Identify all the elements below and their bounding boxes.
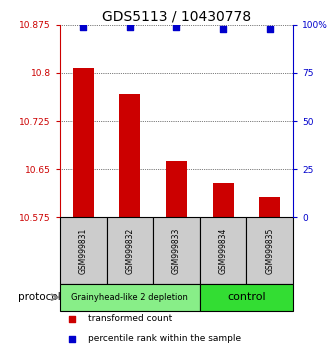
Point: [81, 24, 86, 29]
Bar: [246, 217, 293, 284]
Text: transformed count: transformed count: [88, 314, 172, 323]
Text: Grainyhead-like 2 depletion: Grainyhead-like 2 depletion: [72, 293, 188, 302]
Text: protocol: protocol: [18, 292, 61, 302]
Text: control: control: [227, 292, 266, 302]
Bar: [60, 284, 200, 311]
Bar: [200, 284, 293, 311]
Point: [267, 26, 272, 32]
Text: GSM999831: GSM999831: [79, 228, 88, 274]
Point: [220, 26, 226, 32]
Bar: [259, 197, 280, 217]
Bar: [60, 217, 107, 284]
Bar: [119, 93, 141, 217]
Bar: [212, 183, 234, 217]
Text: percentile rank within the sample: percentile rank within the sample: [88, 335, 241, 343]
Point: [69, 316, 74, 321]
Point: [174, 24, 179, 29]
Text: GSM999832: GSM999832: [125, 228, 135, 274]
Title: GDS5113 / 10430778: GDS5113 / 10430778: [102, 10, 251, 24]
Bar: [73, 68, 94, 217]
Point: [127, 24, 133, 29]
Bar: [153, 217, 200, 284]
Text: GSM999833: GSM999833: [172, 227, 181, 274]
Bar: [166, 161, 187, 217]
Point: [69, 336, 74, 342]
Bar: [200, 217, 246, 284]
Bar: [107, 217, 153, 284]
Text: GSM999835: GSM999835: [265, 227, 274, 274]
Text: GSM999834: GSM999834: [218, 227, 228, 274]
